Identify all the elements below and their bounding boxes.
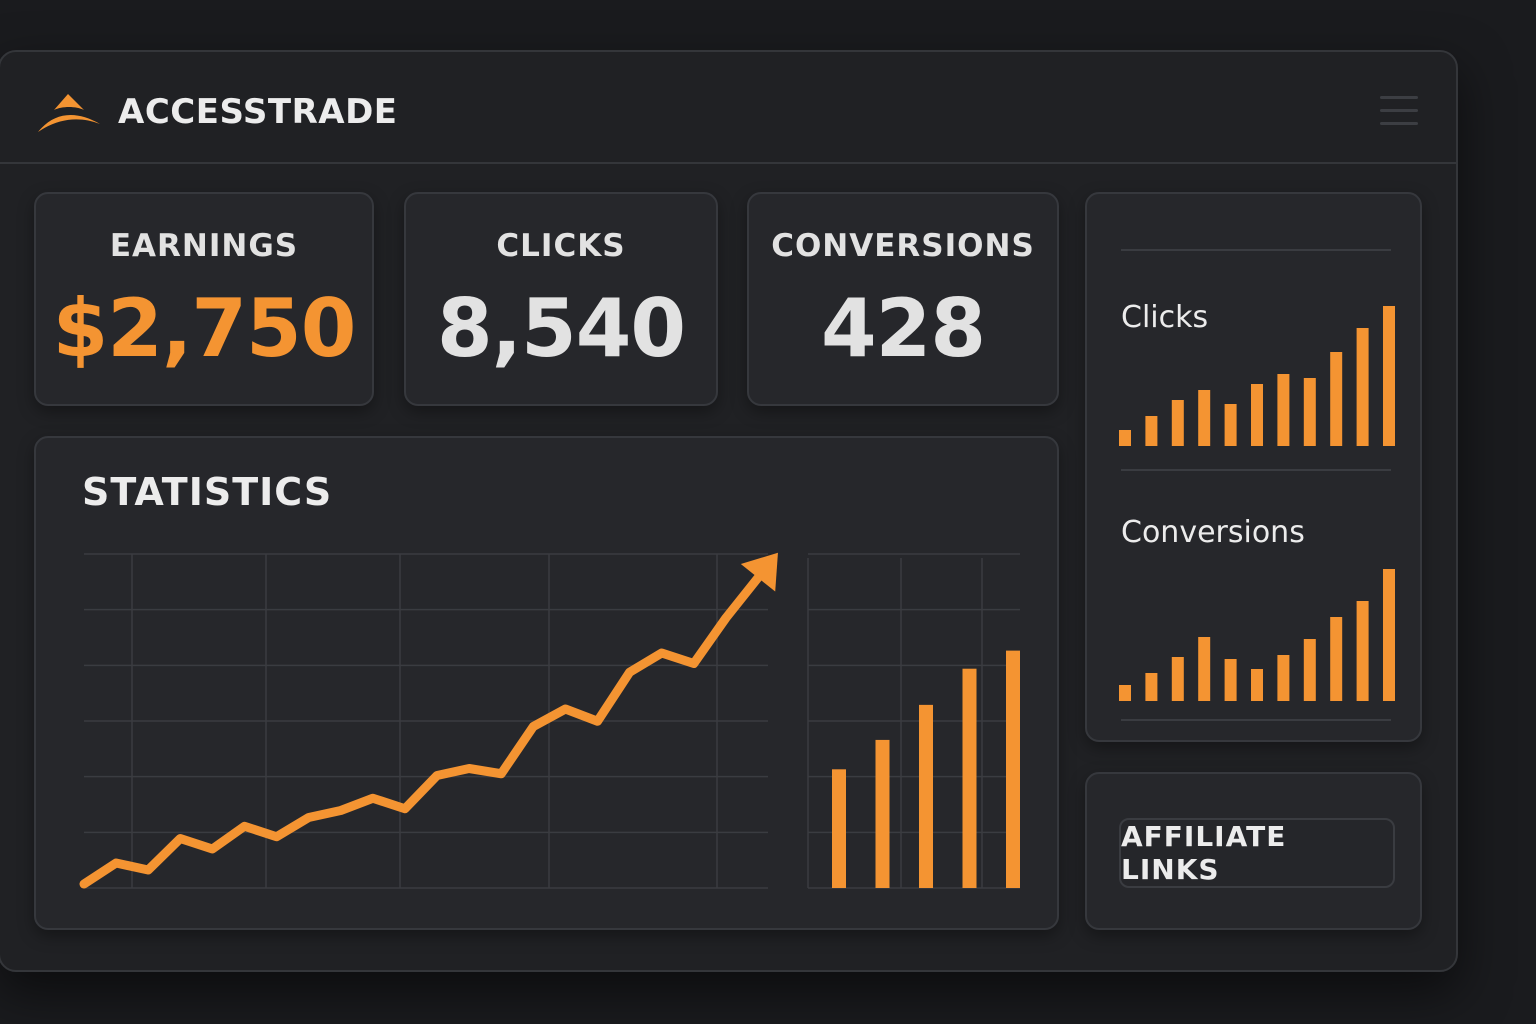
mini-charts-card: Clicks Conversions [1085, 192, 1422, 742]
earnings-card: EARNINGS $2,750 [34, 192, 374, 406]
stats-bar [1006, 650, 1020, 888]
clicks-label: CLICKS [496, 228, 626, 264]
clicks-bar [1356, 328, 1369, 446]
conversions-bar [1356, 601, 1369, 701]
mini-charts [1119, 249, 1395, 721]
conversions-bar [1251, 669, 1263, 701]
statistics-title: STATISTICS [82, 470, 333, 514]
clicks-bar [1277, 374, 1290, 446]
clicks-bar [1383, 306, 1395, 446]
statistics-chart [79, 552, 1020, 889]
clicks-bar [1119, 430, 1131, 446]
affiliate-card: AFFILIATE LINKS [1085, 772, 1422, 930]
top-bar: ACCESSTRADE [0, 52, 1456, 164]
clicks-bar [1330, 352, 1343, 446]
earnings-label: EARNINGS [109, 228, 299, 264]
conversions-bar [1119, 685, 1131, 701]
clicks-bar [1251, 384, 1263, 446]
clicks-value: 8,540 [436, 282, 686, 375]
clicks-card: CLICKS 8,540 [404, 192, 718, 406]
stats-bar [962, 668, 977, 888]
earnings-value: $2,750 [52, 282, 357, 375]
conversions-bar [1277, 655, 1290, 701]
conversions-card: CONVERSIONS 428 [747, 192, 1059, 406]
affiliate-links-button[interactable]: AFFILIATE LINKS [1119, 818, 1395, 888]
clicks-bar [1171, 400, 1184, 446]
clicks-bar [1224, 404, 1237, 446]
clicks-bar [1303, 378, 1316, 446]
dashboard-window: ACCESSTRADE EARNINGS $2,750 CLICKS 8,540… [0, 50, 1458, 972]
clicks-bar [1145, 416, 1158, 446]
conversions-bar [1171, 657, 1184, 701]
earnings-trend-line [79, 573, 763, 889]
conversions-bar [1224, 659, 1237, 701]
clicks-chart-label: Clicks [1121, 300, 1209, 335]
conversions-bar [1198, 637, 1211, 701]
brand-name: ACCESSTRADE [118, 92, 398, 132]
conversions-bar [1383, 569, 1395, 701]
logo-icon [38, 94, 100, 132]
conversions-chart-label: Conversions [1121, 515, 1305, 550]
stats-bar [919, 704, 933, 888]
stats-bar [875, 739, 890, 888]
stats-bar [832, 769, 846, 888]
conversions-bar [1145, 673, 1158, 701]
conversions-bar [1303, 639, 1316, 701]
menu-icon[interactable] [1380, 96, 1418, 130]
trend-arrow-icon [740, 552, 778, 592]
clicks-bar [1198, 390, 1211, 446]
statistics-card: STATISTICS [34, 436, 1059, 930]
conversions-bar [1330, 617, 1343, 701]
conversions-label: CONVERSIONS [771, 228, 1035, 264]
conversions-value: 428 [821, 282, 986, 375]
